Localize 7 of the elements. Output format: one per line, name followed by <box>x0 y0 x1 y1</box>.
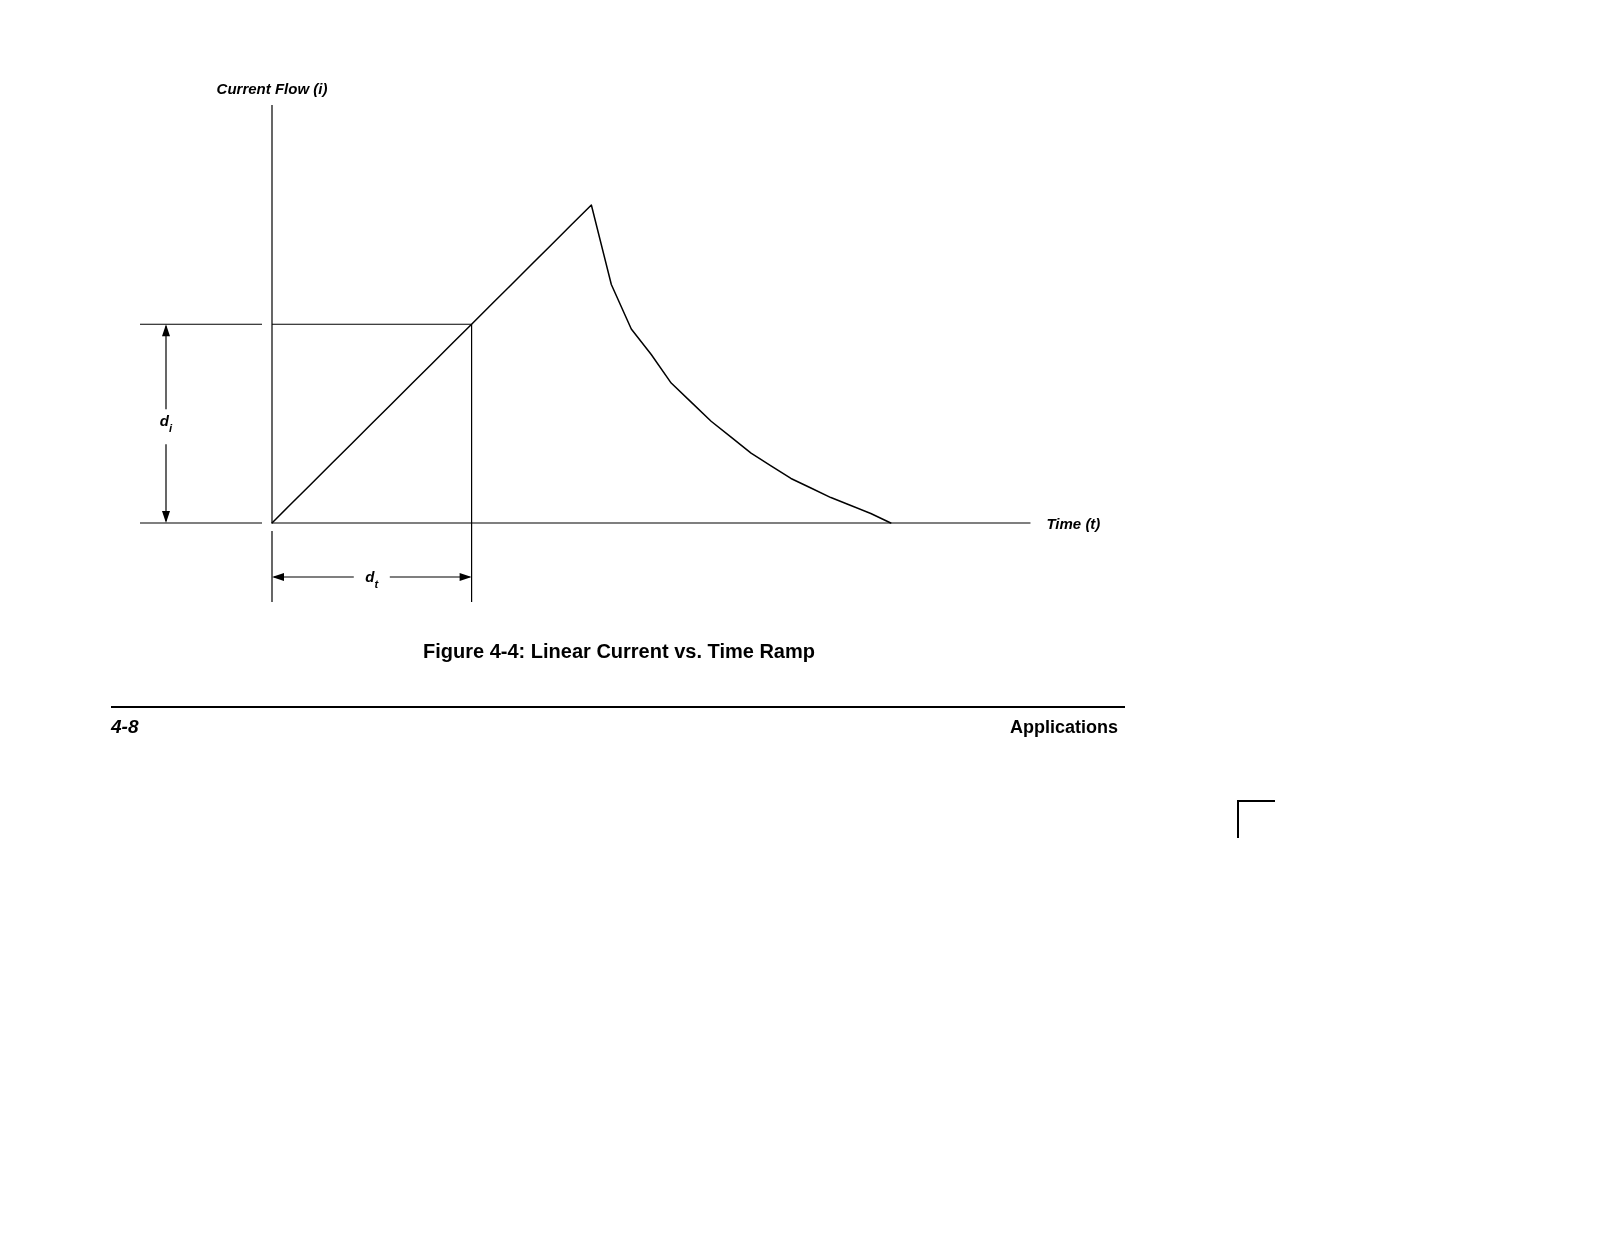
text: 4-8 <box>110 716 139 737</box>
x-axis-title: Time (t) <box>1046 515 1101 532</box>
text: d$_{t}$ <box>365 568 380 590</box>
text: Figure 4-4: Linear Current vs. Time Ramp <box>423 640 815 662</box>
text: Current Flow (i) <box>216 80 328 97</box>
text: Applications <box>1009 717 1118 737</box>
ref-line-label: d$_{i}$ <box>159 411 174 434</box>
